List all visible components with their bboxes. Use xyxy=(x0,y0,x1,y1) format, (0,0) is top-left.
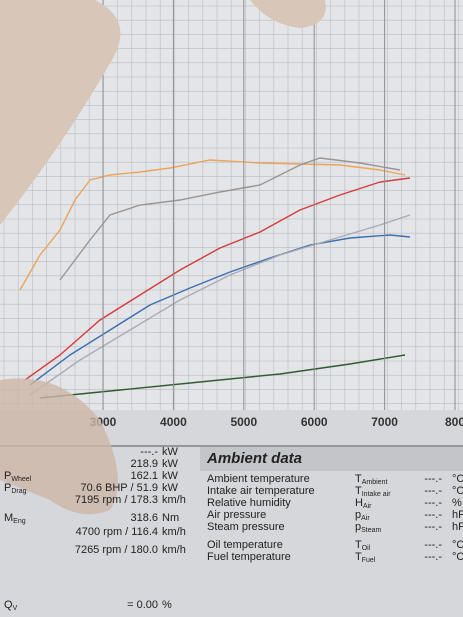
curve xyxy=(39,354,406,399)
thumb xyxy=(0,378,118,515)
curve xyxy=(24,177,411,381)
finger xyxy=(0,0,121,225)
curve xyxy=(19,159,406,291)
x-tick-label: 4000 xyxy=(160,415,187,429)
row-label: Air pressure xyxy=(207,509,266,521)
symbol-sub: Steam xyxy=(361,527,381,534)
symbol-main: T xyxy=(355,473,362,485)
result-unit: km/h xyxy=(162,544,186,556)
result-value: 318.6 xyxy=(130,512,158,524)
row-unit: hP xyxy=(452,521,463,533)
row-label: Steam pressure xyxy=(207,521,285,533)
row-value: ---.- xyxy=(424,551,442,563)
x-tick-label: 7000 xyxy=(371,415,398,429)
row-unit: % xyxy=(452,497,462,509)
symbol-sub: Air xyxy=(361,515,370,522)
result-value: ---.- xyxy=(140,446,158,458)
result-value: 4700 rpm / 116.4 xyxy=(76,526,158,538)
result-value: 162.1 xyxy=(130,470,158,482)
symbol: pSteam xyxy=(355,521,382,534)
symbol-sub: Oil xyxy=(362,545,371,552)
symbol-sub: Wheel xyxy=(11,476,31,483)
row-label: Fuel temperature xyxy=(207,551,291,563)
result-value: 7265 rpm / 180.0 xyxy=(75,544,158,556)
row-unit: °C xyxy=(452,485,463,497)
symbol: HAir xyxy=(355,497,372,510)
symbol-sub: Drag xyxy=(11,488,26,495)
result-unit: kW xyxy=(162,470,179,482)
result-unit: km/h xyxy=(162,494,186,506)
x-tick-label: 6000 xyxy=(301,415,328,429)
results: ---.- kW 218.9 kW PWheel 162.1 kW PDrag 70.6 BHP… xyxy=(4,446,186,612)
row-unit: °C xyxy=(452,551,463,563)
x-axis: 3000 4000 5000 6000 7000 800 xyxy=(90,0,463,429)
symbol-sub: Eng xyxy=(13,518,26,525)
symbol-sub: V xyxy=(13,605,18,612)
symbol-main: Q xyxy=(4,599,13,611)
result-unit: % xyxy=(162,599,172,611)
section-title: Ambient data xyxy=(206,450,302,467)
row-unit: hP xyxy=(452,509,463,521)
row-label: Intake air temperature xyxy=(207,485,315,497)
result-value: 7195 rpm / 178.3 xyxy=(75,494,158,506)
symbol-main: P xyxy=(4,470,11,482)
symbol-sub: Ambient xyxy=(362,479,388,486)
finger xyxy=(250,0,326,28)
header-band xyxy=(200,447,463,471)
symbol-main: T xyxy=(355,485,362,497)
symbol-main: T xyxy=(355,551,362,563)
curves xyxy=(19,157,411,399)
row-label: Oil temperature xyxy=(207,539,283,551)
result-value: 218.9 xyxy=(130,458,158,470)
row-value: ---.- xyxy=(424,509,442,521)
symbol: MEng xyxy=(4,512,26,525)
row-value: ---.- xyxy=(424,485,442,497)
x-tick-label: 5000 xyxy=(230,415,257,429)
symbol: TOil xyxy=(355,539,371,552)
symbol: PWheel xyxy=(4,470,32,483)
symbol-sub: Air xyxy=(363,503,372,510)
row-unit: °C xyxy=(452,473,463,485)
symbol: pAir xyxy=(355,509,370,522)
symbol: QV xyxy=(4,599,18,612)
row-value: ---.- xyxy=(424,539,442,551)
row-value: ---.- xyxy=(424,497,442,509)
result-value: = 0.00 xyxy=(127,599,158,611)
result-unit: km/h xyxy=(162,526,186,538)
symbol-main: H xyxy=(355,497,363,509)
symbol: PDrag xyxy=(4,482,27,495)
result-unit: Nm xyxy=(162,512,179,524)
symbol-main: M xyxy=(4,512,13,524)
symbol-main: p xyxy=(355,509,361,521)
symbol: TAmbient xyxy=(355,473,387,486)
x-tick-label: 800 xyxy=(445,415,463,429)
row-value: ---.- xyxy=(424,521,442,533)
result-unit: kW xyxy=(162,446,179,458)
ambient-table: Ambient temperature TAmbient ---.- °CIntake… xyxy=(207,473,463,564)
result-unit: kW xyxy=(162,482,179,494)
symbol: TFuel xyxy=(355,551,376,564)
symbol-sub: Intake air xyxy=(362,491,391,498)
symbol-main: T xyxy=(355,539,362,551)
result-unit: kW xyxy=(162,458,179,470)
row-unit: °C xyxy=(452,539,463,551)
symbol: TIntake air xyxy=(355,485,391,498)
symbol-main: p xyxy=(355,521,361,533)
row-label: Relative humidity xyxy=(207,497,291,509)
symbol-sub: Fuel xyxy=(362,557,376,564)
symbol-main: P xyxy=(4,482,11,494)
row-value: ---.- xyxy=(424,473,442,485)
curve xyxy=(29,214,411,396)
result-value: 70.6 BHP / 51.9 xyxy=(81,482,158,494)
row-label: Ambient temperature xyxy=(207,473,310,485)
curve xyxy=(29,234,411,386)
